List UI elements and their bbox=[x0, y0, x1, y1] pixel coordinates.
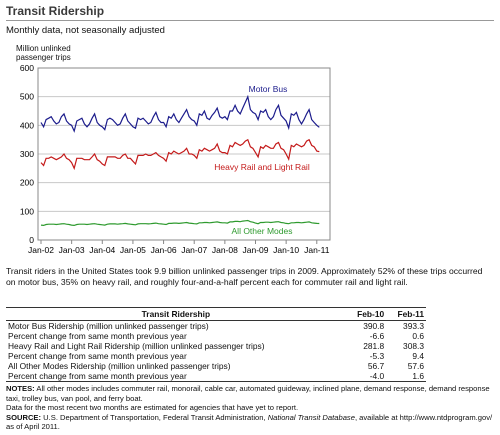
table-cell: 0.6 bbox=[412, 331, 424, 341]
table-row: Motor Bus Ridership (million unlinked pa… bbox=[6, 321, 426, 332]
series-line bbox=[40, 94, 320, 133]
plot-frame bbox=[37, 67, 331, 241]
series-line bbox=[40, 138, 320, 171]
data-table: Transit Ridership Feb-10 Feb-11 Motor Bu… bbox=[6, 307, 426, 381]
x-tick-label: Jan-07 bbox=[181, 245, 207, 255]
table-cell: 1.6 bbox=[412, 371, 424, 381]
x-tick-label: Jan-03 bbox=[59, 245, 85, 255]
table-cell: All Other Modes Ridership (million unlin… bbox=[8, 361, 231, 371]
table-row: Percent change from same month previous … bbox=[6, 331, 426, 341]
table-cell: Percent change from same month previous … bbox=[8, 331, 187, 341]
series-line bbox=[40, 219, 320, 227]
source-label: SOURCE: bbox=[6, 412, 42, 422]
y-tick-label: 0 bbox=[29, 235, 34, 245]
notes-text: All other modes includes commuter rail, … bbox=[6, 384, 490, 403]
col-header: Feb-11 bbox=[386, 307, 426, 321]
rule bbox=[6, 381, 426, 382]
table-cell: -5.3 bbox=[369, 351, 385, 361]
col-header: Feb-10 bbox=[345, 307, 387, 321]
col-header: Transit Ridership bbox=[6, 307, 346, 321]
y-tick-label: 100 bbox=[20, 206, 34, 216]
table-cell: Motor Bus Ridership (million unlinked pa… bbox=[8, 321, 209, 331]
series-label: All Other Modes bbox=[232, 226, 293, 236]
x-tick-label: Jan-09 bbox=[243, 245, 269, 255]
subtitle: Monthly data, not seasonally adjusted bbox=[6, 25, 165, 36]
source-italic: National Transit Database bbox=[267, 412, 355, 422]
y-tick-label: 300 bbox=[20, 149, 34, 159]
table-cell: 390.8 bbox=[363, 321, 385, 331]
table-row: All Other Modes Ridership (million unlin… bbox=[6, 361, 426, 371]
y-tick-label: 500 bbox=[20, 92, 34, 102]
x-tick-label: Jan-02 bbox=[28, 245, 54, 255]
title: Transit Ridership bbox=[6, 4, 105, 18]
table-cell: 393.3 bbox=[403, 321, 424, 331]
table-row: Percent change from same month previous … bbox=[6, 371, 426, 381]
table-cell: Percent change from same month previous … bbox=[8, 371, 187, 381]
chart: 0 100 200 300 400 500 600 Jan-02 Jan-03 Jan-04 Jan… bbox=[20, 63, 331, 255]
x-tick-label: Jan-04 bbox=[89, 245, 115, 255]
x-tick-label: Jan-05 bbox=[120, 245, 146, 255]
header-row: Transit Ridership Feb-10 Feb-11 bbox=[6, 307, 426, 321]
table-cell: -6.6 bbox=[369, 331, 385, 341]
x-tick-label: Jan-06 bbox=[151, 245, 177, 255]
y-tick-label: 600 bbox=[20, 63, 34, 73]
source-text: U.S. Department of Transportation, Feder… bbox=[43, 412, 268, 422]
x-tick-label: Jan-10 bbox=[273, 245, 299, 255]
rule bbox=[6, 20, 494, 21]
notes: NOTES: All other modes includes commuter… bbox=[6, 384, 494, 432]
y-axis-title: Million unlinked passenger trips bbox=[16, 44, 71, 62]
notes-text: Data for the most recent two months are … bbox=[6, 403, 299, 412]
notes-label: NOTES: bbox=[6, 384, 35, 393]
table-cell: 57.6 bbox=[407, 361, 424, 371]
table-cell: Percent change from same month previous … bbox=[8, 351, 187, 361]
source-text: , available at http://www.ntdprogram.gov… bbox=[6, 412, 493, 432]
table-cell: 56.7 bbox=[367, 361, 385, 371]
y-tick-label: 400 bbox=[20, 120, 34, 130]
table-cell: 9.4 bbox=[412, 351, 424, 361]
table-cell: 308.3 bbox=[403, 341, 424, 351]
series-label: Motor Bus bbox=[249, 84, 288, 94]
table-cell: 281.8 bbox=[363, 341, 385, 351]
x-tick-label: Jan-08 bbox=[212, 245, 238, 255]
table-cell: Heavy Rail and Light Rail Ridership (mil… bbox=[8, 341, 265, 351]
paragraph: Transit riders in the United States took… bbox=[6, 266, 483, 287]
table-cell: -4.0 bbox=[369, 371, 385, 381]
y-tick-label: 200 bbox=[20, 178, 34, 188]
series-label: Heavy Rail and Light Rail bbox=[214, 162, 310, 172]
x-tick-label: Jan-11 bbox=[304, 245, 330, 255]
table-row: Percent change from same month previous … bbox=[6, 351, 426, 361]
table-row: Heavy Rail and Light Rail Ridership (mil… bbox=[6, 341, 426, 351]
